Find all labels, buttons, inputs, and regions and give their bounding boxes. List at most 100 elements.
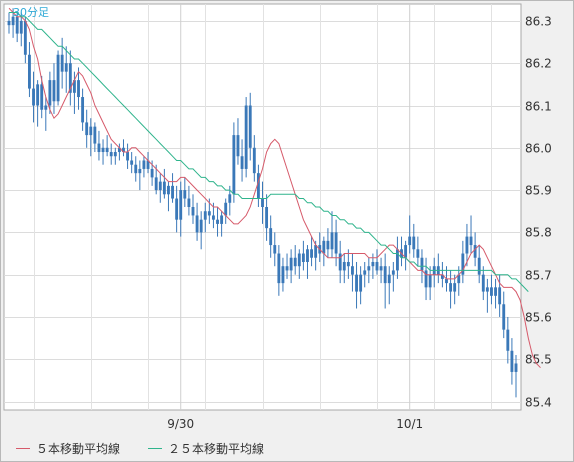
candle-body xyxy=(142,160,146,169)
candle-body xyxy=(48,80,52,106)
legend-label-ma25: ２５本移動平均線 xyxy=(168,441,265,456)
candle-body xyxy=(334,232,338,254)
candle-body xyxy=(293,257,297,267)
candle-body xyxy=(424,270,428,288)
candle-body xyxy=(408,236,412,246)
candle-body xyxy=(199,219,203,233)
candle-body xyxy=(514,363,518,372)
candle-body xyxy=(212,215,215,220)
candle-body xyxy=(355,274,358,292)
candle-body xyxy=(97,143,101,153)
candle-body xyxy=(122,147,125,153)
candle-body xyxy=(195,215,199,233)
candle-body xyxy=(498,287,502,305)
candle-body xyxy=(440,274,444,279)
candle-body xyxy=(457,274,461,284)
candle-body xyxy=(404,245,408,258)
candle-body xyxy=(44,105,48,110)
candle-body xyxy=(261,198,264,207)
candle-body xyxy=(346,261,350,267)
y-tick-label: 86.2 xyxy=(525,57,552,71)
candle-body xyxy=(367,266,371,271)
candle-body xyxy=(236,135,240,157)
candle-body xyxy=(138,168,142,174)
candle-body xyxy=(162,181,166,195)
candle-body xyxy=(273,245,277,254)
candle-body xyxy=(130,160,134,165)
candle-body xyxy=(428,274,432,288)
candle-body xyxy=(224,202,228,216)
candle-body xyxy=(412,236,416,250)
candle-body xyxy=(269,228,273,246)
legend-swatch-ma25 xyxy=(148,447,163,449)
candle-body xyxy=(494,287,497,296)
y-tick-label: 86.3 xyxy=(525,15,552,29)
candle-body xyxy=(281,266,285,284)
candle-body xyxy=(379,266,383,271)
candle-body xyxy=(167,185,170,195)
candle-body xyxy=(326,240,330,250)
y-tick-label: 85.5 xyxy=(525,353,552,367)
candle-body xyxy=(93,126,97,144)
candle-body xyxy=(265,207,269,229)
candle-body xyxy=(342,261,346,271)
candle-body xyxy=(252,147,256,174)
candle-body xyxy=(158,181,162,191)
candle-body xyxy=(113,152,117,157)
candle-body xyxy=(461,253,465,275)
candle-body xyxy=(117,147,121,153)
candle-body xyxy=(391,270,395,275)
candle-body xyxy=(420,257,424,271)
candle-body xyxy=(330,232,334,250)
candle-body xyxy=(11,16,15,26)
candle-body xyxy=(232,135,236,195)
candle-body xyxy=(15,16,19,34)
candle-body xyxy=(359,274,363,292)
candle-body xyxy=(187,198,191,207)
candle-body xyxy=(477,257,481,275)
candle-body xyxy=(207,211,211,216)
candle-body xyxy=(52,80,56,102)
candle-body xyxy=(240,156,244,169)
candle-body xyxy=(19,20,23,34)
candle-body xyxy=(32,88,35,106)
candle-body xyxy=(175,198,179,220)
candle-body xyxy=(285,266,289,271)
candle-body xyxy=(72,80,76,93)
candle-body xyxy=(445,278,448,284)
candle-body xyxy=(310,249,313,258)
candle-body xyxy=(154,177,158,191)
candle-body xyxy=(40,84,44,110)
x-tick-label: 9/30 xyxy=(167,417,194,431)
candle-body xyxy=(248,105,252,148)
candle-body xyxy=(203,211,207,220)
ma5-line xyxy=(8,7,541,369)
candle-body xyxy=(383,266,387,284)
legend-label-ma5: ５本移動平均線 xyxy=(36,441,121,456)
candle-body xyxy=(109,152,113,157)
candle-body xyxy=(277,253,281,284)
candle-body xyxy=(338,253,342,271)
candle-body xyxy=(481,274,485,292)
candle-body xyxy=(465,236,469,254)
candle-body xyxy=(105,147,109,153)
y-tick-label: 85.9 xyxy=(525,184,552,198)
candle-body xyxy=(216,219,219,224)
candle-body xyxy=(23,20,27,55)
ma25-line xyxy=(9,12,529,292)
candle-body xyxy=(510,350,514,372)
legend-item-ma5: ５本移動平均線 xyxy=(16,440,120,456)
candle-body xyxy=(506,329,510,351)
candle-body xyxy=(453,283,457,292)
legend-swatch-ma5 xyxy=(16,447,30,449)
candle-body xyxy=(387,274,391,284)
legend-item-ma25: ２５本移動平均線 xyxy=(148,440,264,456)
candle-body xyxy=(77,80,80,98)
candle-body xyxy=(101,147,105,153)
candle-body xyxy=(322,240,326,254)
candle-body xyxy=(220,215,224,224)
candle-body xyxy=(314,245,318,258)
candle-body xyxy=(244,105,248,169)
candle-body xyxy=(36,84,40,106)
